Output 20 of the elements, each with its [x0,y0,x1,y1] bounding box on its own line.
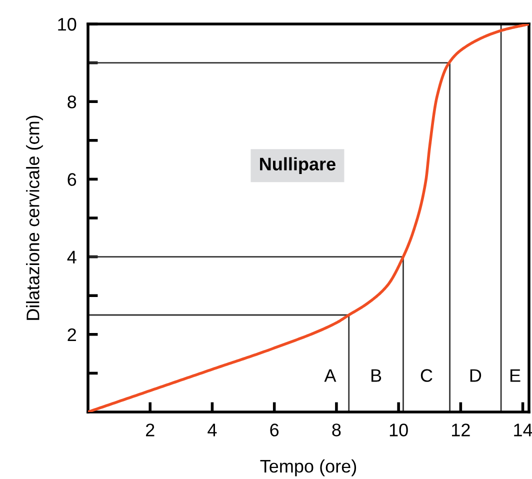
y-tick-label: 8 [68,96,76,108]
annotation: D [470,369,482,382]
x-tick-label: 4 [208,424,217,436]
annotation: B [372,369,382,382]
x-tick-label: 10 [390,424,408,436]
x-tick-label: 8 [332,424,341,436]
y-tick-label: 4 [67,250,76,264]
x-axis-title: Tempo (ore) [260,459,356,476]
y-tick-label: 10 [58,18,76,31]
y-tick-label: 2 [68,328,76,341]
annotation: C [420,369,432,382]
annotation: Nullipare [260,157,336,174]
x-tick-label: 6 [270,424,279,436]
x-tick-label: 14 [514,424,532,436]
y-tick-label: 6 [68,173,76,186]
annotation: E [510,369,520,382]
annotation: A [324,369,336,382]
x-tick-label: 2 [146,424,154,436]
x-tick-label: 12 [452,424,470,436]
y-axis-title: Dilatazione cervicale (cm) [26,116,43,320]
